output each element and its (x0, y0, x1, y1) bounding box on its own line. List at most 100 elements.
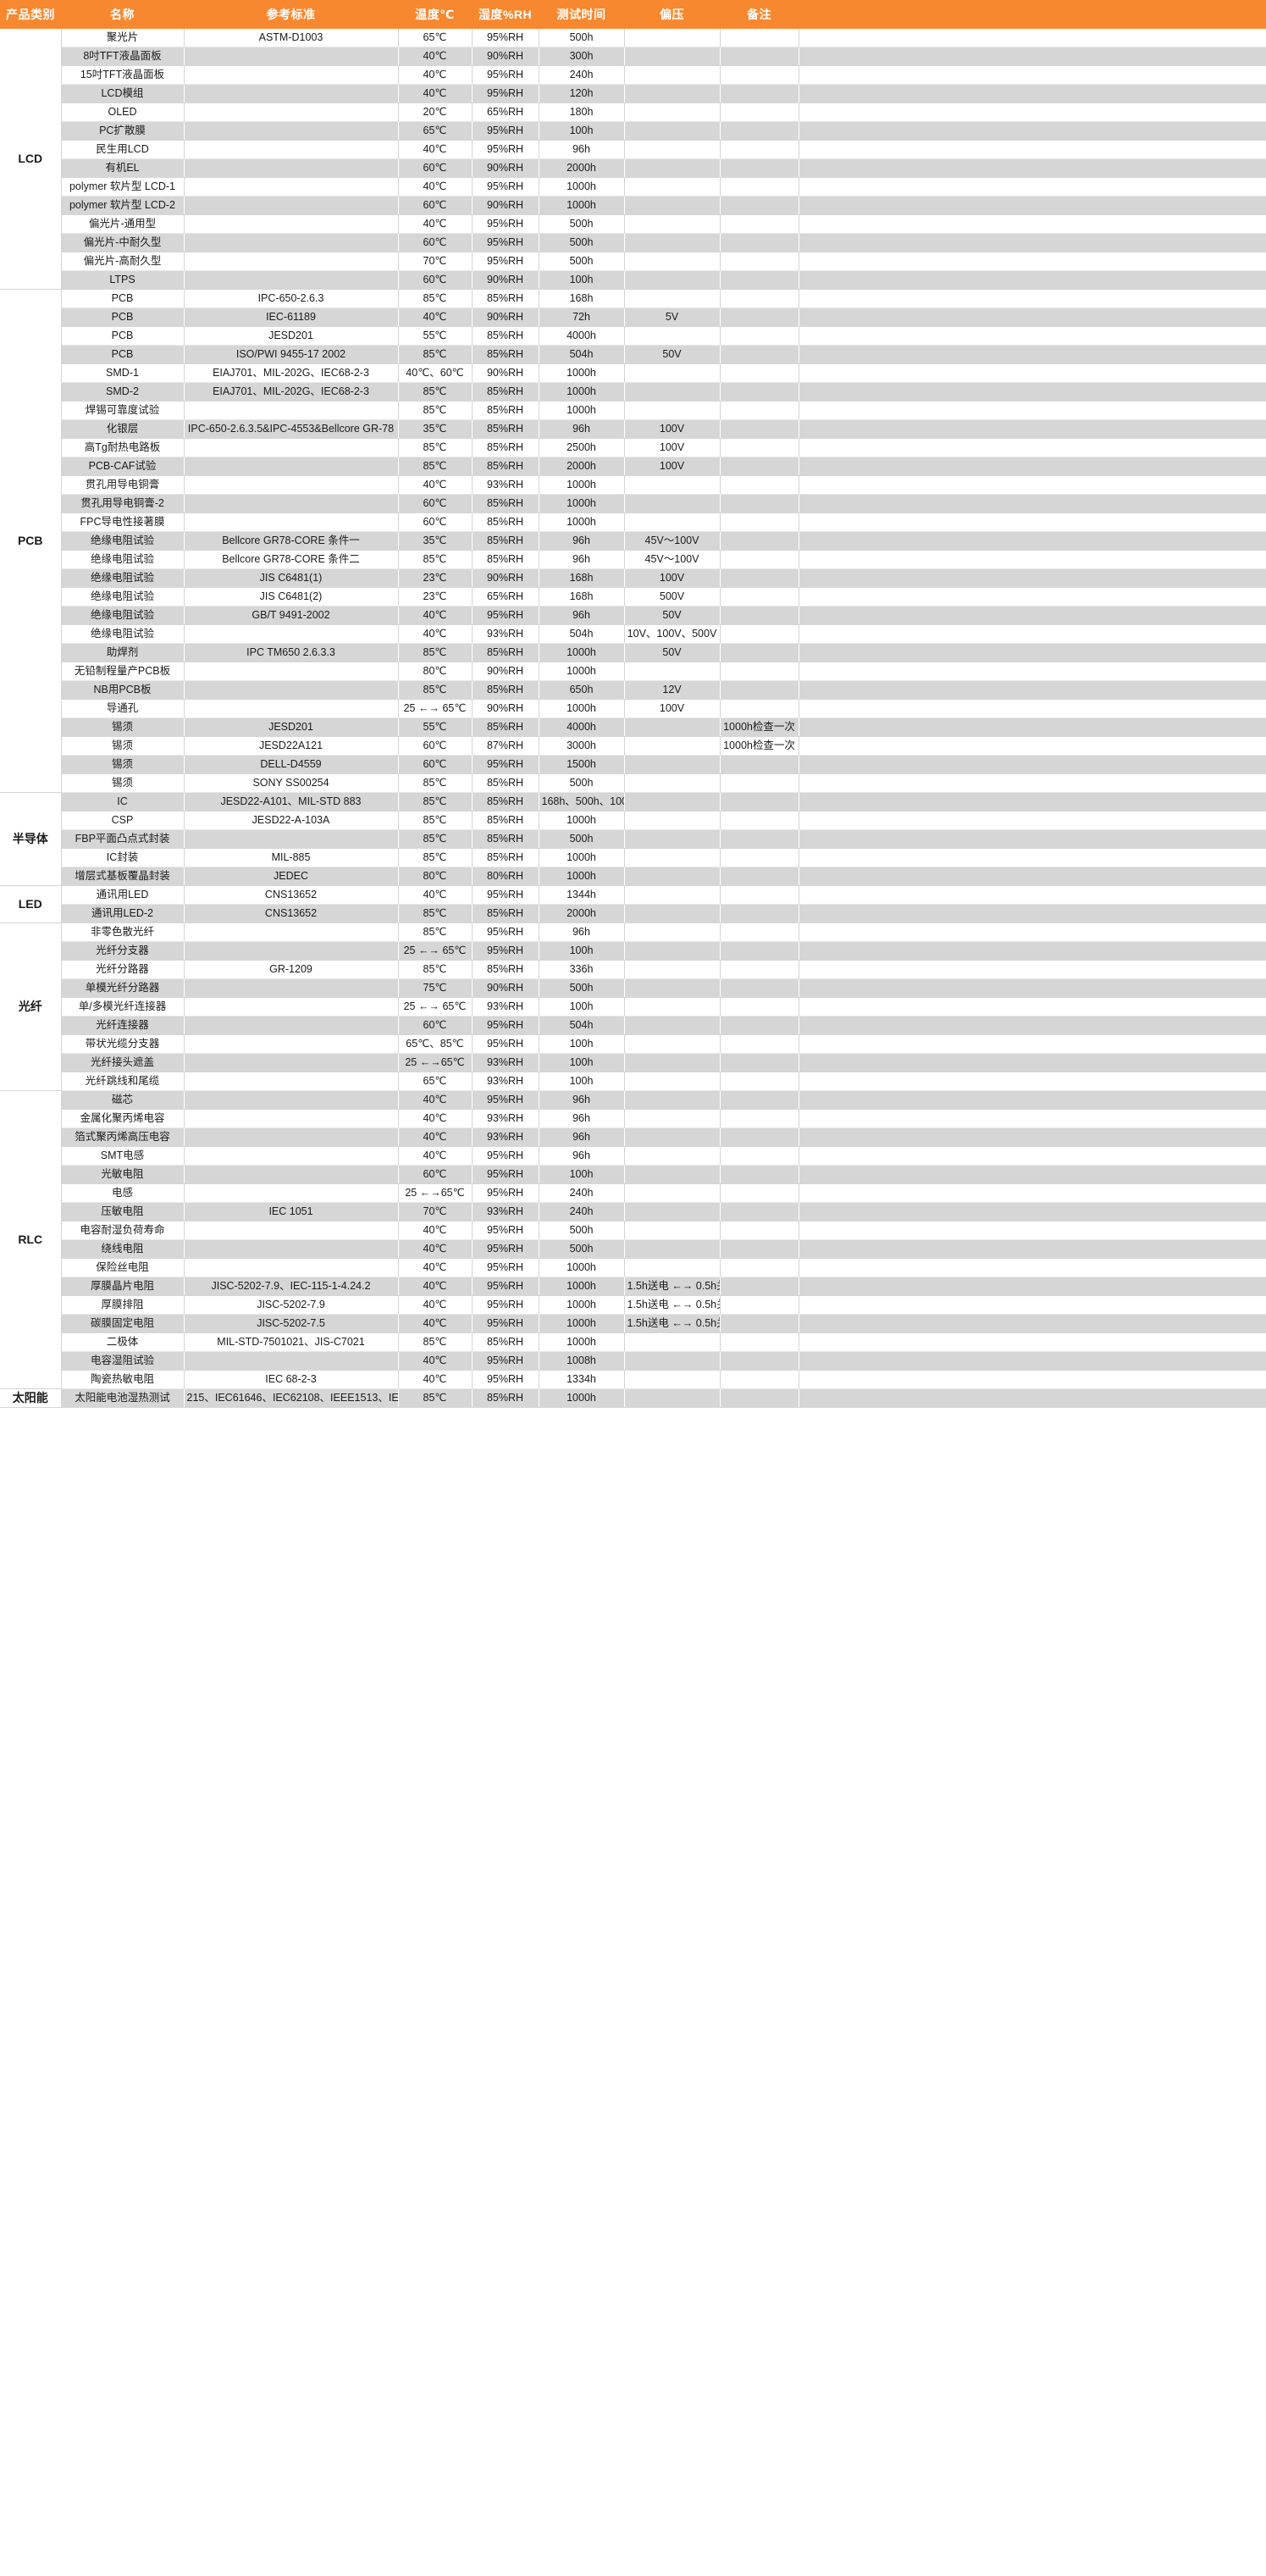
cell-standard (184, 624, 399, 644)
table-row[interactable]: 带状光缆分支器 65℃、85℃ 95%RH 100h (0, 1034, 1266, 1054)
table-row[interactable]: 化银层 IPC-650-2.6.3.5&IPC-4553&Bellcore GR-… (0, 419, 1266, 439)
table-row[interactable]: 贯孔用导电铜膏-2 60℃ 85%RH 1000h (0, 494, 1266, 513)
table-row[interactable]: 锡须 JESD22A121 60℃ 87%RH 3000h 1000h检查一次 (0, 736, 1266, 756)
table-row[interactable]: 民生用LCD 40℃ 95%RH 96h (0, 140, 1266, 159)
table-row[interactable]: 偏光片-通用型 40℃ 95%RH 500h (0, 214, 1266, 234)
table-row[interactable]: OLED 20℃ 65%RH 180h (0, 102, 1266, 122)
table-row[interactable]: LCD模组 40℃ 95%RH 120h (0, 84, 1266, 103)
table-row[interactable]: 绝缘电阻试验 JIS C6481(1) 23℃ 90%RH 168h 100V (0, 568, 1266, 588)
table-row[interactable]: CSP JESD22-A-103A 85℃ 85%RH 1000h (0, 811, 1266, 830)
table-row[interactable]: 电容湿阻试验 40℃ 95%RH 1008h (0, 1351, 1266, 1371)
cell-standard: EIAJ701、MIL-202G、IEC68-2-3 (184, 382, 398, 402)
cell-note (720, 550, 799, 569)
table-row[interactable]: PCB-CAF试验 85℃ 85%RH 2000h 100V (0, 457, 1266, 476)
table-row[interactable]: 绕线电阻 40℃ 95%RH 500h (0, 1239, 1266, 1259)
cell-duration: 1000h (539, 699, 625, 718)
table-row[interactable]: 金属化聚丙烯电容 40℃ 93%RH 96h (0, 1109, 1266, 1128)
table-row[interactable]: 陶瓷热敏电阻 IEC 68-2-3 40℃ 95%RH 1334h (0, 1370, 1266, 1389)
table-row[interactable]: 光纤接头遮盖 25 ←→65℃ 93%RH 100h (0, 1053, 1266, 1072)
table-row[interactable]: 绝缘电阻试验 40℃ 93%RH 504h 10V、100V、500V (0, 624, 1266, 644)
table-row[interactable]: 箔式聚丙烯高压电容 40℃ 93%RH 96h (0, 1127, 1266, 1147)
cell-bias: 50V (624, 345, 720, 364)
table-row[interactable]: LCD 聚光片 ASTM-D1003 65℃ 95%RH 500h (0, 29, 1266, 290)
table-row[interactable]: 增层式基板覆晶封装 JEDEC 80℃ 80%RH 1000h (0, 867, 1266, 886)
table-row[interactable]: LTPS 60℃ 90%RH 100h (0, 270, 1266, 290)
table-row[interactable]: 无铅制程量产PCB板 80℃ 90%RH 1000h (0, 662, 1266, 681)
table-row[interactable]: FPC导电性接著膜 60℃ 85%RH 1000h (0, 512, 1266, 532)
table-row[interactable]: 绝缘电阻试验 JIS C6481(2) 23℃ 65%RH 168h 500V (0, 587, 1266, 607)
table-row[interactable]: 绝缘电阻试验 Bellcore GR78-CORE 条件一 35℃ 85%RH 96h 4… (0, 531, 1266, 551)
cell-bias (624, 848, 721, 867)
table-row[interactable]: PCB ISO/PWI 9455-17 2002 85℃ 85%RH 504h 50V (0, 345, 1266, 364)
table-row[interactable]: PCB IEC-61189 40℃ 90%RH 72h 5V (0, 307, 1266, 327)
table-row[interactable]: IC封装 MIL-885 85℃ 85%RH 1000h (0, 848, 1266, 867)
table-row[interactable]: 通讯用LED-2 CNS13652 85℃ 85%RH 2000h (0, 904, 1266, 923)
table-row[interactable]: 光敏电阻 60℃ 95%RH 100h (0, 1165, 1266, 1184)
table-row[interactable]: 有机EL 60℃ 90%RH 2000h (0, 158, 1266, 178)
table-row[interactable]: LED 通讯用LED CNS13652 40℃ 95%RH 1344h (0, 885, 1266, 923)
cell-duration: 3000h (539, 736, 625, 756)
table-row[interactable]: 厚膜排阻 JISC-5202-7.9 40℃ 95%RH 1000h 1.5h送电 ←→ … (0, 1295, 1266, 1315)
cell-temperature: 85℃ (398, 1332, 473, 1352)
table-row[interactable]: 绝缘电阻试验 Bellcore GR78-CORE 条件二 85℃ 85%RH 96h 4… (0, 550, 1266, 569)
table-row[interactable]: FBP平面凸点式封装 85℃ 85%RH 500h (0, 829, 1266, 849)
table-row[interactable]: PCB JESD201 55℃ 85%RH 4000h (0, 326, 1266, 346)
cell-spacer (799, 1090, 1266, 1110)
table-row[interactable]: 偏光片-高耐久型 70℃ 95%RH 500h (0, 252, 1266, 271)
table-row[interactable]: PCB PCB IPC-650-2.6.3 85℃ 85%RH 168h (0, 289, 1266, 793)
table-row[interactable]: 光纤连接器 60℃ 95%RH 504h (0, 1016, 1266, 1035)
cell-note (720, 382, 799, 402)
cell-bias (624, 102, 721, 122)
table-row[interactable]: NB用PCB板 85℃ 85%RH 650h 12V (0, 680, 1266, 700)
table-row[interactable]: polymer 软片型 LCD-1 40℃ 95%RH 1000h (0, 177, 1266, 197)
cell-standard (184, 84, 398, 103)
cell-duration: 1500h (539, 755, 624, 774)
table-row[interactable]: 助焊剂 IPC TM650 2.6.3.3 85℃ 85%RH 1000h 50V (0, 643, 1266, 662)
table-row[interactable]: SMD-1 EIAJ701、MIL-202G、IEC68-2-3 40℃、60℃ 90… (0, 363, 1266, 383)
cell-bias (624, 1202, 720, 1222)
table-row[interactable]: 锡须 JESD201 55℃ 85%RH 4000h 1000h检查一次 (0, 717, 1266, 737)
table-row[interactable]: 8吋TFT液晶面板 40℃ 90%RH 300h (0, 47, 1266, 66)
cell-spacer (799, 457, 1266, 476)
table-row[interactable]: SMD-2 EIAJ701、MIL-202G、IEC68-2-3 85℃ 85%RH 1… (0, 382, 1266, 402)
cell-standard: 215、IEC61646、IEC62108、IEEE1513、IEC (184, 1388, 398, 1408)
table-row[interactable]: polymer 软片型 LCD-2 60℃ 90%RH 1000h (0, 196, 1266, 215)
table-row[interactable]: 压敏电阻 IEC 1051 70℃ 93%RH 240h (0, 1202, 1266, 1222)
table-row[interactable]: 单/多模光纤连接器 25 ←→ 65℃ 93%RH 100h (0, 997, 1266, 1017)
table-row[interactable]: 偏光片-中耐久型 60℃ 95%RH 500h (0, 233, 1266, 252)
table-row[interactable]: 高Tg耐热电路板 85℃ 85%RH 2500h 100V (0, 438, 1266, 457)
table-row[interactable]: 二极体 MIL-STD-7501021、JIS-C7021 85℃ 85%RH 1000… (0, 1332, 1266, 1352)
table-row[interactable]: 光纤跳线和尾缆 65℃ 93%RH 100h (0, 1072, 1266, 1091)
table-row[interactable]: 电感 25 ←→65℃ 95%RH 240h (0, 1183, 1266, 1203)
table-row[interactable]: 电容耐湿负荷寿命 40℃ 95%RH 500h (0, 1221, 1266, 1240)
cell-standard (184, 1034, 399, 1054)
table-row[interactable]: 光纤 非零色散光纤 85℃ 95%RH 96h (0, 922, 1266, 1091)
cell-humidity: 85%RH (472, 419, 539, 439)
table-row[interactable]: 导通孔 25 ←→ 65℃ 90%RH 1000h 100V (0, 699, 1266, 718)
table-row[interactable]: 锡须 SONY SS00254 85℃ 85%RH 500h (0, 773, 1266, 793)
table-row[interactable]: 厚膜晶片电阻 JISC-5202-7.9、IEC-115-1-4.24.2 40℃ 9… (0, 1277, 1266, 1296)
cell-spacer (799, 1370, 1266, 1389)
cell-bias: 1.5h送电 ←→ 0.5h关 (624, 1295, 721, 1315)
cell-duration: 100h (539, 1072, 625, 1091)
table-row[interactable]: 单模光纤分路器 75℃ 90%RH 500h (0, 978, 1266, 998)
cell-name: 绝缘电阻试验 (61, 531, 184, 551)
table-row[interactable]: 绝缘电阻试验 GB/T 9491-2002 40℃ 95%RH 96h 50V (0, 606, 1266, 625)
table-row[interactable]: 太阳能 太阳能电池湿热测试 215、IEC61646、IEC62108、IEEE15… (0, 1388, 1266, 1408)
cell-bias (624, 755, 720, 774)
table-row[interactable]: PC扩散膜 65℃ 95%RH 100h (0, 121, 1266, 141)
table-row[interactable]: 锡须 DELL-D4559 60℃ 95%RH 1500h (0, 755, 1266, 774)
table-row[interactable]: 光纤分支器 25 ←→ 65℃ 95%RH 100h (0, 941, 1266, 961)
table-row[interactable]: RLC 磁芯 40℃ 95%RH 96h (0, 1090, 1266, 1389)
table-row[interactable]: 光纤分路器 GR-1209 85℃ 85%RH 336h (0, 960, 1266, 979)
cell-bias: 50V (624, 606, 720, 625)
table-row[interactable]: 贯孔用导电铜膏 40℃ 93%RH 1000h (0, 475, 1266, 495)
table-row[interactable]: SMT电感 40℃ 95%RH 96h (0, 1146, 1266, 1166)
table-row[interactable]: 碳膜固定电阻 JISC-5202-7.5 40℃ 95%RH 1000h 1.5h送电 ←… (0, 1314, 1266, 1333)
cell-name: 导通孔 (61, 699, 185, 718)
cell-spacer (799, 867, 1266, 886)
table-row[interactable]: 15吋TFT液晶面板 40℃ 95%RH 240h (0, 65, 1266, 85)
table-row[interactable]: 焊锡可靠度试验 85℃ 85%RH 1000h (0, 401, 1266, 420)
table-row[interactable]: 半导体 IC JESD22-A101、MIL-STD 883 85℃ 85%RH 168h… (0, 792, 1266, 886)
table-row[interactable]: 保险丝电阻 40℃ 95%RH 1000h (0, 1258, 1266, 1277)
